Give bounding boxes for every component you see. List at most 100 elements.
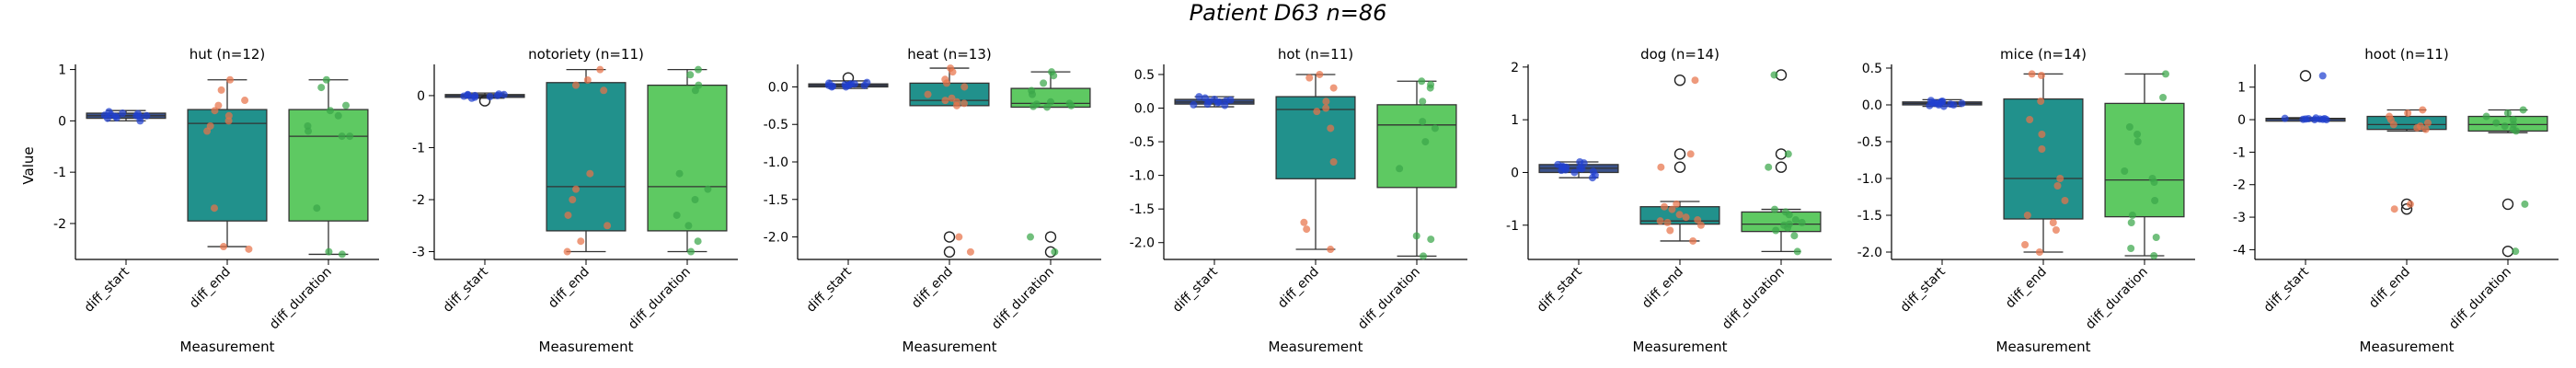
data-point — [2026, 116, 2034, 123]
data-point — [2127, 219, 2135, 226]
data-point — [2035, 248, 2043, 256]
panels: hut (n=12) 1 0 -1 -2 diff_start diff_end diff_d… — [53, 46, 2559, 355]
data-point — [1770, 205, 1778, 213]
data-point — [1657, 163, 1665, 171]
outlier-marker — [943, 246, 956, 259]
x-tick-label: diff_duration — [989, 265, 1057, 333]
data-point — [1421, 138, 1430, 146]
data-point — [1934, 99, 1942, 108]
data-point — [1696, 221, 1705, 229]
data-point — [948, 94, 956, 102]
data-point — [1316, 70, 1324, 78]
data-point — [924, 90, 932, 98]
data-point — [1327, 124, 1335, 132]
data-point — [941, 97, 949, 105]
data-point — [119, 109, 127, 117]
y-tick-label: 0.0 — [768, 80, 788, 95]
box-iqr — [2003, 98, 2084, 220]
box-iqr — [2104, 102, 2185, 218]
data-point — [2161, 70, 2169, 78]
x-axis-label: Measurement — [1633, 339, 1728, 355]
data-point — [1190, 100, 1198, 109]
data-point — [2052, 226, 2060, 234]
y-tick-label: 0.5 — [1862, 62, 1882, 76]
x-tick-label: diff_end — [1639, 265, 1686, 312]
data-point — [1222, 97, 1230, 105]
chart-panel: notoriety (n=11) 0 -1 -2 -3 diff_start diff_en… — [412, 46, 738, 355]
x-tick-label: diff_start — [1170, 264, 1222, 316]
data-point — [1300, 218, 1308, 226]
data-point — [1686, 150, 1695, 158]
data-point — [2318, 72, 2327, 80]
panel-title: heat (n=13) — [907, 46, 991, 63]
y-tick-label: -0.5 — [1130, 135, 1155, 150]
box-iqr — [1741, 211, 1822, 233]
data-point — [1305, 74, 1314, 82]
data-point — [1949, 101, 1958, 109]
data-point — [577, 237, 585, 246]
data-point — [675, 169, 684, 178]
x-tick-label: diff_end — [187, 265, 234, 312]
data-point — [2419, 106, 2427, 114]
data-point — [1798, 218, 1806, 226]
y-tick-label: -2 — [53, 217, 66, 232]
box-iqr — [187, 109, 268, 222]
y-tick-label: -2 — [2233, 178, 2246, 193]
data-point — [1785, 220, 1793, 228]
data-point — [2510, 121, 2518, 129]
data-point — [2028, 70, 2036, 78]
data-point — [464, 90, 472, 98]
data-point — [673, 211, 681, 219]
data-point — [1050, 72, 1058, 80]
data-point — [1419, 118, 1427, 126]
data-point — [2501, 122, 2509, 131]
y-tick-label: 0.0 — [1862, 98, 1882, 113]
data-point — [1580, 159, 1588, 167]
outlier-marker — [1775, 161, 1788, 173]
outlier-marker — [2501, 198, 2514, 211]
data-point — [2503, 109, 2512, 117]
box-iqr — [1376, 104, 1457, 189]
y-tick-label: -1 — [1506, 219, 1519, 234]
x-tick-label: diff_end — [909, 265, 956, 312]
data-point — [1793, 247, 1801, 256]
data-point — [604, 222, 612, 230]
y-tick-label: -1.0 — [1130, 169, 1155, 184]
data-point — [960, 83, 969, 91]
data-point — [2133, 131, 2142, 138]
data-point — [2152, 234, 2160, 241]
data-point — [1420, 252, 1428, 260]
data-point — [1329, 158, 1338, 166]
x-tick-label: diff_duration — [2083, 265, 2151, 333]
data-point — [583, 75, 592, 84]
data-point — [2151, 197, 2159, 204]
panel-title: hoot (n=11) — [2364, 46, 2448, 63]
box-iqr — [2366, 115, 2447, 131]
box-iqr — [647, 84, 728, 232]
data-point — [214, 101, 223, 109]
data-point — [1431, 124, 1439, 132]
data-point — [313, 204, 321, 213]
x-tick-label: diff_end — [546, 265, 592, 312]
data-point — [1051, 247, 1059, 256]
data-point — [1772, 226, 1780, 235]
data-point — [493, 91, 501, 99]
data-point — [2127, 245, 2135, 252]
data-point — [1203, 100, 1212, 109]
y-tick-label: 0.5 — [1134, 68, 1155, 83]
y-tick-label: 2 — [1511, 61, 1519, 75]
outlier-marker — [1673, 148, 1686, 160]
box-iqr — [546, 82, 627, 232]
data-point — [1770, 71, 1778, 79]
data-point — [1040, 79, 1048, 87]
x-tick-label: diff_duration — [1719, 265, 1788, 333]
x-tick-label: diff_start — [82, 264, 133, 316]
data-point — [684, 222, 693, 230]
data-point — [1427, 236, 1435, 244]
x-tick-label: diff_end — [1275, 265, 1322, 312]
panel-title: notoriety (n=11) — [528, 46, 644, 63]
data-point — [1675, 211, 1684, 219]
data-point — [2390, 205, 2398, 213]
data-point — [1589, 167, 1597, 176]
y-tick-label: 1 — [1511, 113, 1519, 128]
